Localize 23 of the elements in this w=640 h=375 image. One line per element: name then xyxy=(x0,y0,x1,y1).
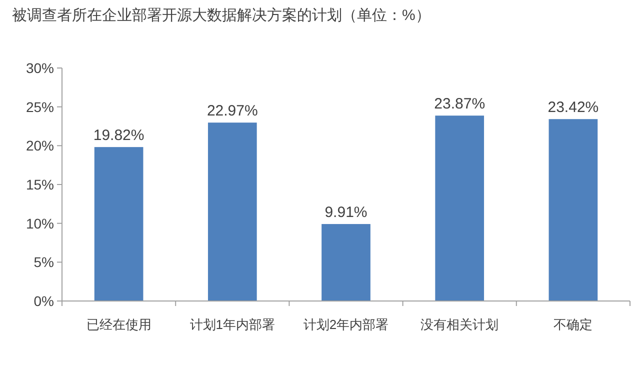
y-tick-label: 0% xyxy=(34,293,54,309)
x-tick-label: 计划1年内部署 xyxy=(190,317,276,332)
bar xyxy=(322,224,370,301)
bar xyxy=(548,119,598,301)
bar xyxy=(208,122,257,301)
data-label: 19.82% xyxy=(93,127,144,144)
data-label: 23.87% xyxy=(434,96,486,113)
x-tick-label: 计划2年内部署 xyxy=(303,317,389,332)
data-label: 9.91% xyxy=(324,204,368,222)
x-tick-label: 不确定 xyxy=(554,317,593,332)
y-tick-label: 30% xyxy=(26,60,54,76)
y-tick-label: 10% xyxy=(26,215,54,232)
bar xyxy=(435,116,484,301)
y-tick-label: 20% xyxy=(26,138,54,154)
data-label: 22.97% xyxy=(206,102,258,120)
chart-title: 被调查者所在企业部署开源大数据解决方案的计划（单位：%） xyxy=(12,7,430,24)
x-tick-label: 已经在使用 xyxy=(86,317,152,332)
x-tick-label: 没有相关计划 xyxy=(420,317,499,332)
y-tick-label: 25% xyxy=(26,98,54,115)
y-tick-label: 5% xyxy=(34,254,54,270)
data-label: 23.42% xyxy=(548,99,599,116)
bar xyxy=(94,147,144,301)
y-tick-label: 15% xyxy=(26,176,54,192)
